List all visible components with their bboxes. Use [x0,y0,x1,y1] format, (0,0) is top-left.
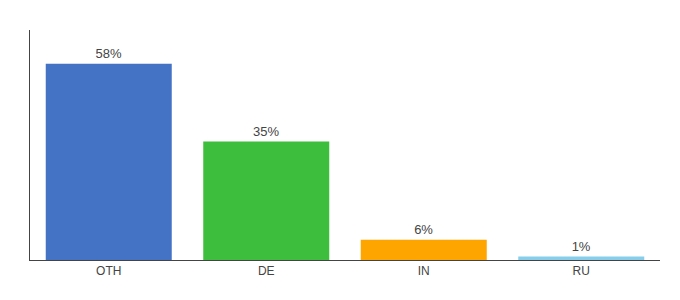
svg-text:35%: 35% [253,124,279,139]
svg-text:DE: DE [258,264,275,278]
svg-text:RU: RU [573,264,590,278]
svg-text:6%: 6% [414,222,433,237]
svg-text:IN: IN [418,264,430,278]
svg-text:OTH: OTH [96,264,121,278]
svg-text:58%: 58% [96,46,122,61]
svg-text:1%: 1% [572,239,591,254]
